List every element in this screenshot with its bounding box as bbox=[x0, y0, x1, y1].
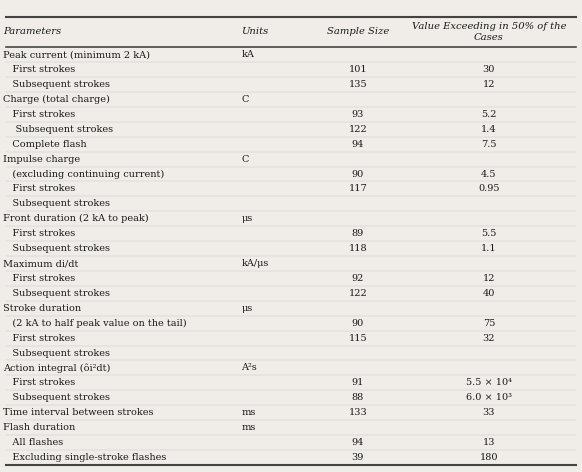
Text: Subsequent strokes: Subsequent strokes bbox=[3, 199, 110, 208]
Text: First strokes: First strokes bbox=[3, 110, 75, 119]
Text: First strokes: First strokes bbox=[3, 274, 75, 283]
Text: 94: 94 bbox=[352, 438, 364, 447]
Text: 180: 180 bbox=[480, 453, 498, 462]
Text: 7.5: 7.5 bbox=[481, 140, 496, 149]
Text: Subsequent strokes: Subsequent strokes bbox=[3, 289, 110, 298]
Text: A²s: A²s bbox=[242, 363, 257, 372]
Text: 5.2: 5.2 bbox=[481, 110, 496, 119]
Text: First strokes: First strokes bbox=[3, 65, 75, 74]
Text: 30: 30 bbox=[482, 65, 495, 74]
Text: ms: ms bbox=[242, 423, 256, 432]
Text: kA/μs: kA/μs bbox=[242, 259, 269, 268]
Text: 118: 118 bbox=[349, 244, 367, 253]
Text: 40: 40 bbox=[482, 289, 495, 298]
Text: Subsequent strokes: Subsequent strokes bbox=[3, 348, 110, 357]
Text: Flash duration: Flash duration bbox=[3, 423, 75, 432]
Text: (2 kA to half peak value on the tail): (2 kA to half peak value on the tail) bbox=[3, 319, 187, 328]
Text: 90: 90 bbox=[352, 319, 364, 328]
Text: 101: 101 bbox=[349, 65, 367, 74]
Text: 92: 92 bbox=[352, 274, 364, 283]
Text: First strokes: First strokes bbox=[3, 334, 75, 343]
Text: 39: 39 bbox=[352, 453, 364, 462]
Text: 5.5 × 10⁴: 5.5 × 10⁴ bbox=[466, 379, 512, 388]
Text: Units: Units bbox=[242, 27, 269, 36]
Text: Value Exceeding in 50% of the Cases: Value Exceeding in 50% of the Cases bbox=[411, 22, 566, 42]
Text: 89: 89 bbox=[352, 229, 364, 238]
Text: First strokes: First strokes bbox=[3, 185, 75, 194]
Text: C: C bbox=[242, 95, 249, 104]
Text: 115: 115 bbox=[349, 334, 367, 343]
Text: 5.5: 5.5 bbox=[481, 229, 496, 238]
Text: (excluding continuing current): (excluding continuing current) bbox=[3, 169, 164, 178]
Text: 33: 33 bbox=[482, 408, 495, 417]
Text: C: C bbox=[242, 155, 249, 164]
Text: 117: 117 bbox=[349, 185, 367, 194]
Text: 122: 122 bbox=[349, 289, 367, 298]
Text: Sample Size: Sample Size bbox=[327, 27, 389, 36]
Text: Excluding single-stroke flashes: Excluding single-stroke flashes bbox=[3, 453, 166, 462]
Text: 90: 90 bbox=[352, 169, 364, 178]
Text: 6.0 × 10³: 6.0 × 10³ bbox=[466, 393, 512, 402]
Text: 88: 88 bbox=[352, 393, 364, 402]
Text: First strokes: First strokes bbox=[3, 379, 75, 388]
Text: 91: 91 bbox=[352, 379, 364, 388]
Text: 32: 32 bbox=[482, 334, 495, 343]
Text: Subsequent strokes: Subsequent strokes bbox=[3, 244, 110, 253]
Text: μs: μs bbox=[242, 304, 253, 313]
Text: 133: 133 bbox=[349, 408, 367, 417]
Text: 12: 12 bbox=[482, 274, 495, 283]
Text: ms: ms bbox=[242, 408, 256, 417]
Text: 12: 12 bbox=[482, 80, 495, 89]
Text: μs: μs bbox=[242, 214, 253, 223]
Text: 75: 75 bbox=[482, 319, 495, 328]
Text: 1.1: 1.1 bbox=[481, 244, 496, 253]
Text: 93: 93 bbox=[352, 110, 364, 119]
Text: Complete flash: Complete flash bbox=[3, 140, 87, 149]
Text: 1.4: 1.4 bbox=[481, 125, 496, 134]
Text: Parameters: Parameters bbox=[3, 27, 61, 36]
Text: Subsequent strokes: Subsequent strokes bbox=[3, 80, 110, 89]
Text: 4.5: 4.5 bbox=[481, 169, 496, 178]
Text: Time interval between strokes: Time interval between strokes bbox=[3, 408, 154, 417]
Text: Front duration (2 kA to peak): Front duration (2 kA to peak) bbox=[3, 214, 148, 223]
Text: Impulse charge: Impulse charge bbox=[3, 155, 80, 164]
Text: Maximum di/dt: Maximum di/dt bbox=[3, 259, 79, 268]
Text: Subsequent strokes: Subsequent strokes bbox=[3, 393, 110, 402]
Text: Action integral (ôi²dt): Action integral (ôi²dt) bbox=[3, 363, 110, 373]
Text: Peak current (minimum 2 kA): Peak current (minimum 2 kA) bbox=[3, 50, 150, 59]
Text: All flashes: All flashes bbox=[3, 438, 63, 447]
Text: Charge (total charge): Charge (total charge) bbox=[3, 95, 110, 104]
Text: 135: 135 bbox=[349, 80, 367, 89]
Text: kA: kA bbox=[242, 50, 254, 59]
Text: 122: 122 bbox=[349, 125, 367, 134]
Text: 13: 13 bbox=[482, 438, 495, 447]
Text: 94: 94 bbox=[352, 140, 364, 149]
Text: 0.95: 0.95 bbox=[478, 185, 499, 194]
Text: First strokes: First strokes bbox=[3, 229, 75, 238]
Text: Stroke duration: Stroke duration bbox=[3, 304, 81, 313]
Text: Subsequent strokes: Subsequent strokes bbox=[3, 125, 113, 134]
